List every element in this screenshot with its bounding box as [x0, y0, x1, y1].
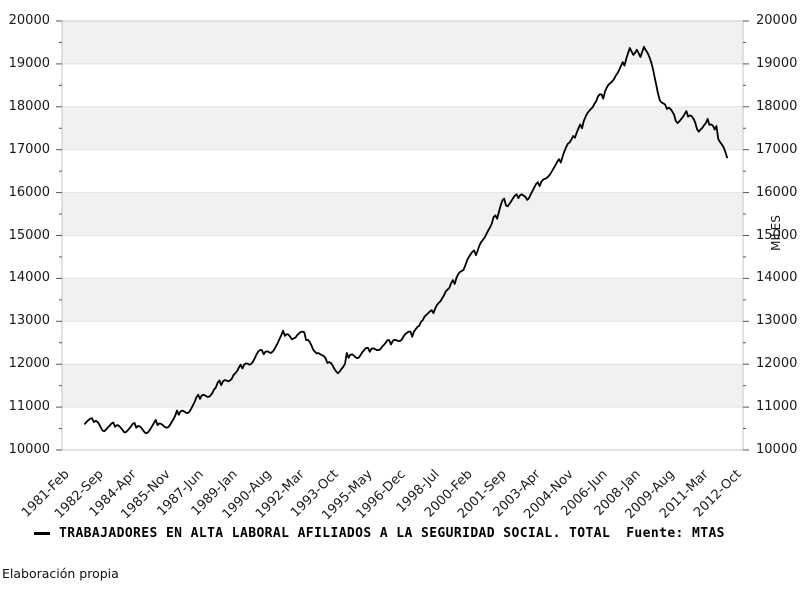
- y-axis-tick-label-left: 17000: [8, 141, 50, 157]
- y-axis-tick-label-right: 14000: [756, 270, 798, 286]
- y-axis-tick-label-left: 20000: [8, 13, 50, 28]
- y-axis-tick-label-left: 16000: [8, 184, 50, 200]
- legend-line-sample-icon: [34, 532, 50, 535]
- y-axis-tick-label-left: 19000: [8, 55, 50, 71]
- y-axis-tick-label-left: 10000: [8, 442, 50, 457]
- legend-source-label: Fuente: MTAS: [626, 526, 725, 541]
- y-axis-tick-label-right: 20000: [756, 13, 798, 28]
- y-axis-tick-label-left: 18000: [8, 98, 50, 114]
- y-axis-tick-label-right: 16000: [756, 184, 798, 200]
- y-axis-tick-label-right: 19000: [756, 55, 798, 71]
- y-axis-tick-label-left: 15000: [8, 227, 50, 243]
- data-series-line: [84, 45, 728, 435]
- y-axis-tick-label-right: 15000: [756, 227, 798, 243]
- y2-axis-title: MILES: [769, 215, 783, 251]
- y-axis-tick-label-left: 12000: [8, 356, 50, 372]
- y-axis-tick-label-right: 12000: [756, 356, 798, 372]
- legend: TRABAJADORES EN ALTA LABORAL AFILIADOS A…: [34, 526, 725, 541]
- y-axis-tick-label-left: 14000: [8, 270, 50, 286]
- y-axis-tick-label-right: 13000: [756, 313, 798, 329]
- footer-note: Elaboración propia: [2, 566, 119, 581]
- y-axis-tick-label-right: 10000: [756, 442, 798, 457]
- legend-series-label: TRABAJADORES EN ALTA LABORAL AFILIADOS A…: [59, 526, 611, 541]
- y-axis-tick-label-right: 17000: [756, 141, 798, 157]
- y-axis-tick-label-right: 18000: [756, 98, 798, 114]
- y-axis-tick-label-left: 11000: [8, 399, 50, 415]
- y-axis-tick-label-right: 11000: [756, 399, 798, 415]
- y-axis-tick-label-left: 13000: [8, 313, 50, 329]
